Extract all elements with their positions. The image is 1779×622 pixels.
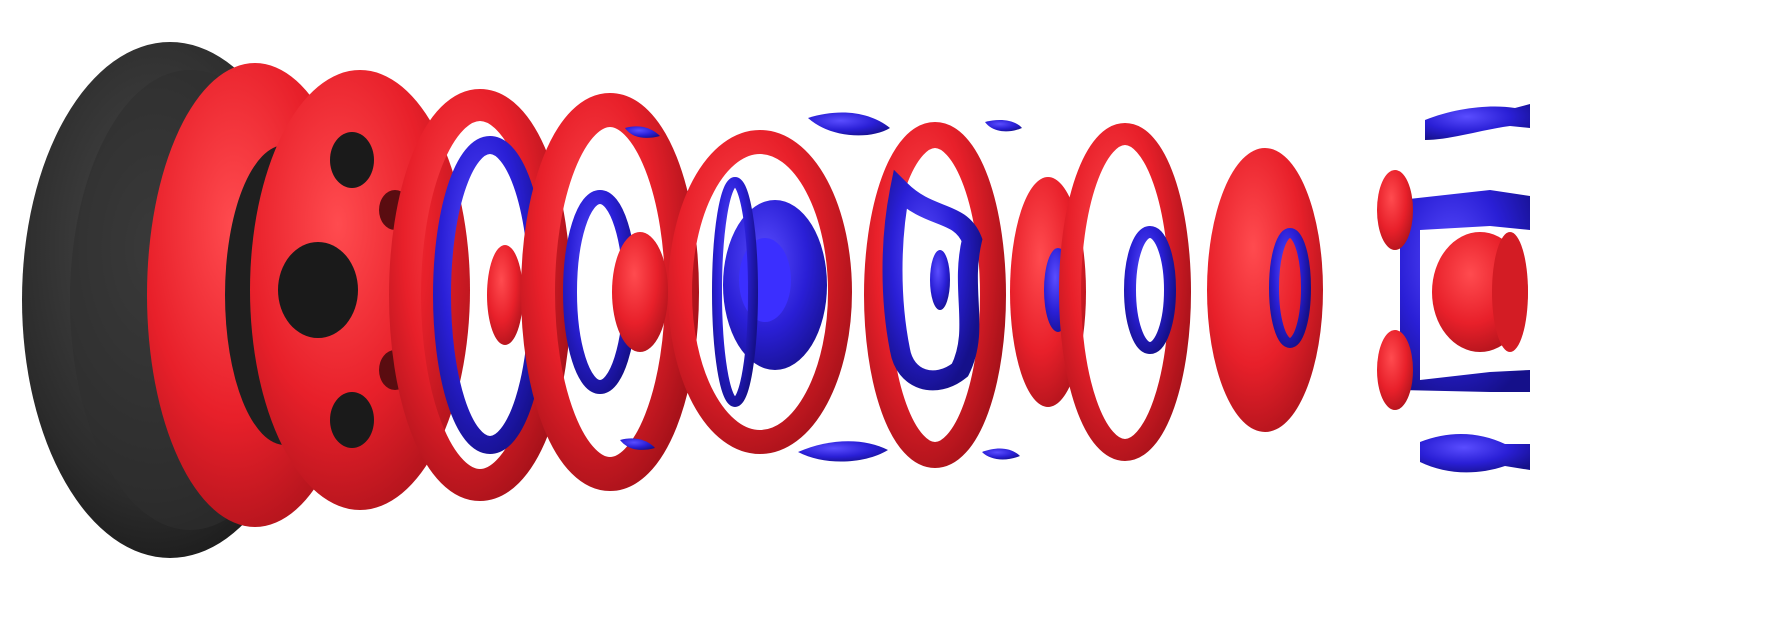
far-field-red-core (1377, 170, 1528, 410)
far-field-blue-arms (1400, 104, 1530, 473)
wave-ring-7 (1010, 123, 1191, 461)
blue-blob-bottom-1 (620, 438, 1020, 462)
blue-blob-top-1 (625, 112, 1022, 138)
wave-ring-8 (1207, 148, 1323, 432)
wave-ring-6 (864, 122, 1006, 468)
wave-ring-5 (668, 130, 852, 454)
